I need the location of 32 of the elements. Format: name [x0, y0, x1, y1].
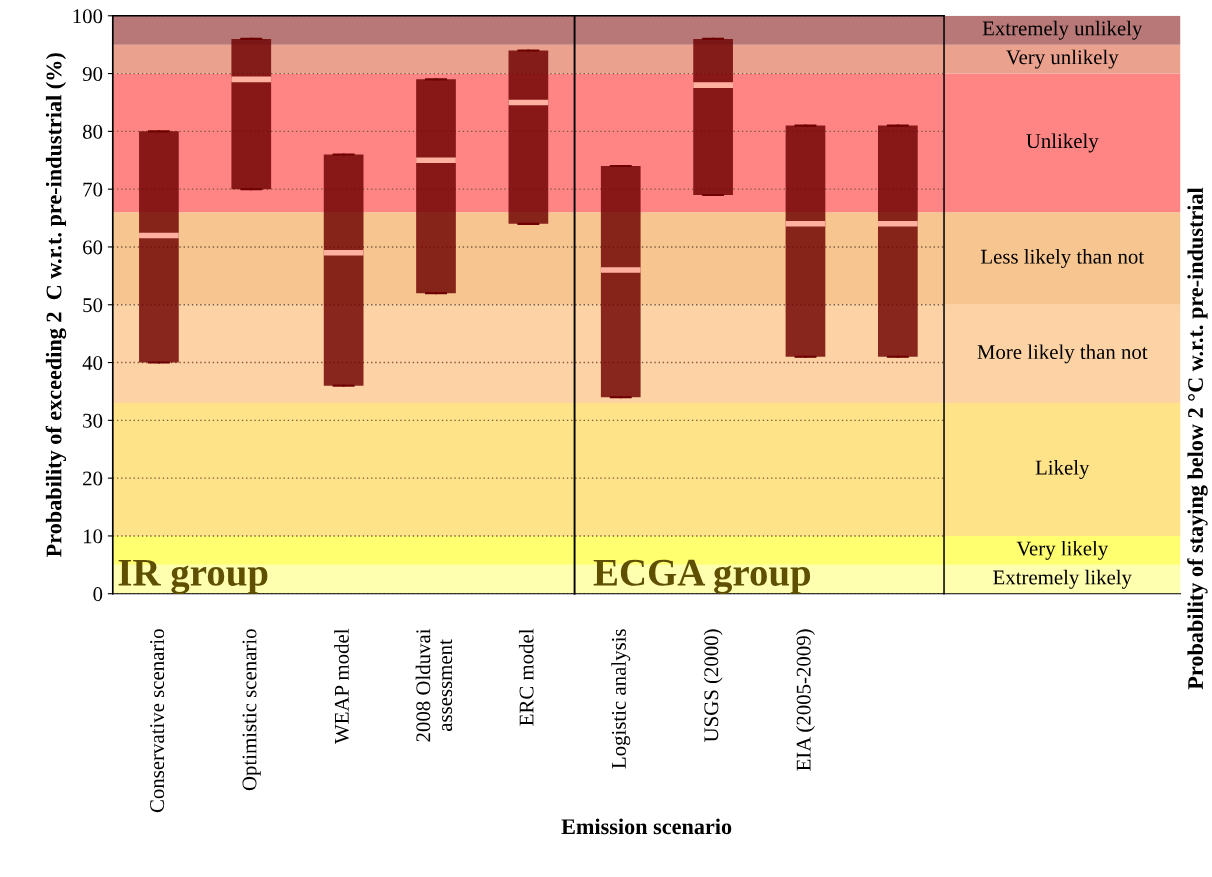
- annotation: ECGA group: [593, 559, 811, 595]
- x-tick-label: 2008 Olduvai assessment: [415, 628, 453, 742]
- band-label: Very likely: [1016, 540, 1109, 560]
- band-label: Very unlikely: [1006, 49, 1119, 69]
- text: Probability of staying below 2 °C w.r.t. pre-industrial: [1187, 187, 1208, 690]
- band-label: Less likely than not: [980, 249, 1145, 268]
- y-tick-label: 20: [83, 471, 103, 486]
- x-tick-label: Conservative scenario: [150, 629, 165, 813]
- y-tick-label: 90: [82, 66, 103, 82]
- y-tick-label: 30: [83, 413, 103, 428]
- y-tick-label: 40: [82, 355, 103, 370]
- y-tick-label: 10: [83, 529, 103, 544]
- y-tick-label: 50: [83, 298, 103, 313]
- x-axis-title: Emission scenario: [561, 818, 732, 835]
- y-tick-label: 80: [82, 124, 103, 139]
- x-tick-label: Logistic analysis: [611, 629, 631, 769]
- y-tick-label: 70: [83, 182, 103, 197]
- x-tick-label: ERC model: [518, 628, 534, 726]
- y-tick-label: 0: [93, 587, 103, 602]
- y-tick-label: 100: [73, 9, 103, 24]
- y-axis-title: Probability of exceeding 2 C w.r.t. pre-industrial (%): [45, 53, 67, 557]
- y-tick-label: 60: [83, 240, 103, 255]
- band-label: More likely than not: [977, 344, 1148, 364]
- band-label: Extremely likely: [993, 569, 1132, 589]
- band-label: Unlikely: [1026, 133, 1099, 153]
- annotation: IR group: [118, 559, 268, 595]
- band-label: Likely: [1035, 460, 1090, 479]
- x-tick-label: WEAP model: [334, 628, 349, 744]
- x-tick-label: USGS (2000): [703, 629, 723, 743]
- band-label: Extremely unlikely: [982, 20, 1143, 40]
- x-tick-label: EIA (2005-2009): [796, 629, 815, 771]
- x-tick-label: Optimistic scenario: [242, 629, 261, 791]
